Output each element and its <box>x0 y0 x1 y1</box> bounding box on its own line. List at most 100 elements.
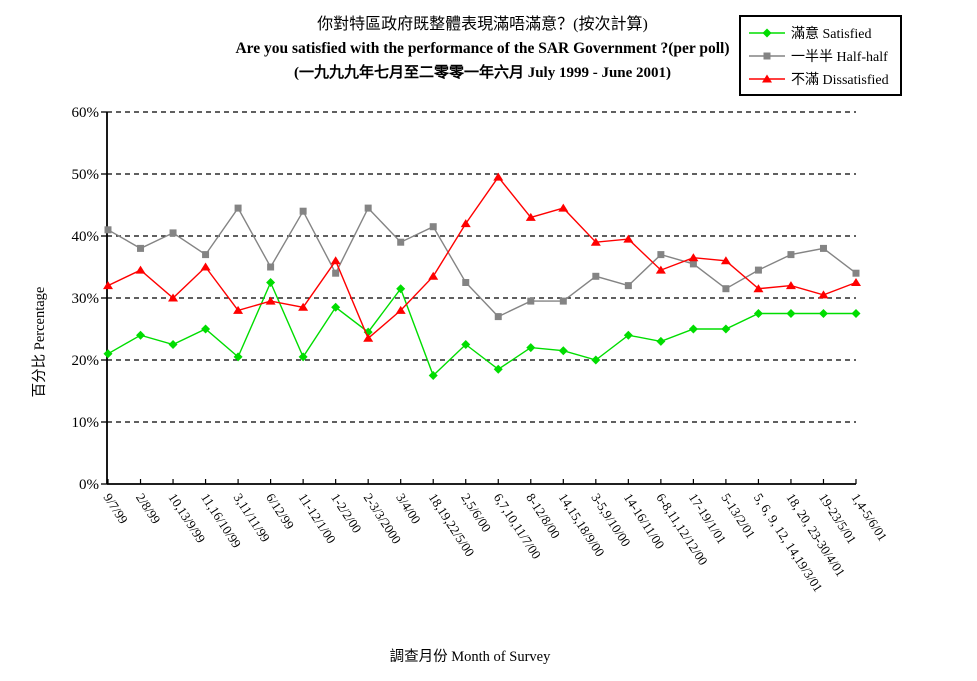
marker-diamond <box>168 340 178 349</box>
series-half-half <box>104 204 860 321</box>
y-tick-label: 30% <box>72 291 100 307</box>
x-axis-title: 調查月份 Month of Survey <box>389 649 551 665</box>
marker-triangle <box>688 253 699 262</box>
marker-triangle <box>493 172 504 181</box>
legend-marker-dissatisfied-icon <box>749 74 785 82</box>
marker-diamond <box>526 343 536 353</box>
marker-triangle <box>818 290 829 299</box>
marker-diamond <box>688 324 698 334</box>
marker-square <box>527 297 535 305</box>
marker-triangle <box>265 296 276 305</box>
marker-diamond <box>461 340 471 349</box>
marker-diamond <box>656 336 666 346</box>
marker-triangle <box>558 203 569 212</box>
marker-square <box>267 263 275 271</box>
marker-square <box>397 238 405 246</box>
marker-square <box>202 251 210 259</box>
series-satisfied <box>103 278 861 380</box>
marker-triangle <box>135 265 146 274</box>
marker-square <box>722 285 730 293</box>
y-axis-title: 百分比 Percentage <box>32 286 48 398</box>
marker-diamond <box>762 28 772 37</box>
marker-square <box>332 269 340 277</box>
x-tick-label: 9/7/99 <box>100 490 131 526</box>
marker-diamond <box>493 364 503 374</box>
marker-diamond <box>591 355 601 365</box>
marker-diamond <box>818 309 828 318</box>
chart-title-daterange: (一九九九年七月至二零零一年六月 July 1999 - June 2001) <box>293 65 672 81</box>
marker-triangle <box>330 256 341 265</box>
marker-diamond <box>558 346 568 356</box>
chart-title-block: 你對特區政府既整體表現滿唔滿意？(按次計算) Are you satisfied… <box>0 12 965 85</box>
x-tick-label: 2/8/99 <box>133 490 164 526</box>
marker-square <box>559 297 567 305</box>
marker-triangle <box>200 262 211 271</box>
chart-title-zh: 你對特區政府既整體表現滿唔滿意？(按次計算) <box>317 16 648 33</box>
legend-marker-satisfied-icon <box>749 28 785 37</box>
y-tick-label: 60% <box>72 105 100 121</box>
marker-triangle <box>762 74 772 82</box>
y-tick-label: 0% <box>79 477 99 493</box>
marker-square <box>169 229 177 237</box>
marker-square <box>819 244 827 252</box>
marker-diamond <box>786 309 796 318</box>
marker-diamond <box>103 349 113 359</box>
marker-diamond <box>266 278 276 287</box>
marker-diamond <box>753 309 763 318</box>
marker-square <box>689 260 697 268</box>
marker-square <box>592 272 600 280</box>
series-half-half-line <box>107 206 857 318</box>
marker-diamond <box>721 324 731 334</box>
marker-diamond <box>233 352 243 362</box>
marker-square <box>754 266 762 274</box>
marker-triangle <box>460 219 471 228</box>
gridlines <box>107 111 856 423</box>
marker-triangle <box>298 302 309 311</box>
marker-square <box>852 269 860 277</box>
x-axis-ticks: 9/7/99 2/8/99 10,13/9/9911,16/10/993,11/11… <box>100 479 890 595</box>
marker-triangle <box>428 271 439 280</box>
marker-triangle <box>168 293 179 302</box>
y-tick-label: 10% <box>72 415 100 431</box>
series-dissatisfied <box>103 172 861 342</box>
marker-triangle <box>590 237 601 246</box>
marker-triangle <box>363 333 374 342</box>
marker-square <box>364 204 372 212</box>
x-tick-label: 6/12/99 <box>263 490 297 531</box>
y-tick-label: 50% <box>72 167 100 183</box>
marker-triangle <box>395 305 406 314</box>
marker-square <box>763 52 771 59</box>
marker-triangle <box>525 212 536 221</box>
chart-title-en: Are you satisfied with the performance o… <box>235 40 730 57</box>
marker-triangle <box>233 305 244 314</box>
marker-square <box>137 244 145 252</box>
y-tick-label: 40% <box>72 229 100 245</box>
marker-diamond <box>851 309 861 318</box>
marker-square <box>494 313 502 321</box>
marker-square <box>234 204 242 212</box>
legend-marker-half-half-icon <box>749 52 785 59</box>
marker-square <box>624 282 632 290</box>
marker-square <box>657 251 665 259</box>
marker-triangle <box>753 284 764 293</box>
marker-square <box>429 223 437 231</box>
marker-diamond <box>298 352 308 362</box>
marker-triangle <box>851 278 861 286</box>
marker-diamond <box>331 302 341 312</box>
y-axis-ticks: 0% 10% 20% 30% 40% 50% 60% <box>72 105 107 493</box>
series-dissatisfied-line <box>107 175 857 340</box>
legend-label-dissatisfied: 不滿 Dissatisfied <box>791 72 889 88</box>
marker-triangle <box>103 281 113 290</box>
marker-square <box>787 251 795 259</box>
marker-triangle <box>655 265 666 274</box>
legend-item-satisfied: 滿意 Satisfied <box>748 21 898 44</box>
legend-item-half-half: 一半半 Half-half <box>748 44 898 67</box>
marker-square <box>104 226 112 234</box>
y-tick-label: 20% <box>72 353 100 369</box>
x-tick-label: 3/4/00 <box>393 490 424 526</box>
legend-label-satisfied: 滿意 Satisfied <box>791 26 872 42</box>
legend-item-dissatisfied: 不滿 Dissatisfied <box>748 67 898 90</box>
marker-square <box>299 207 307 215</box>
